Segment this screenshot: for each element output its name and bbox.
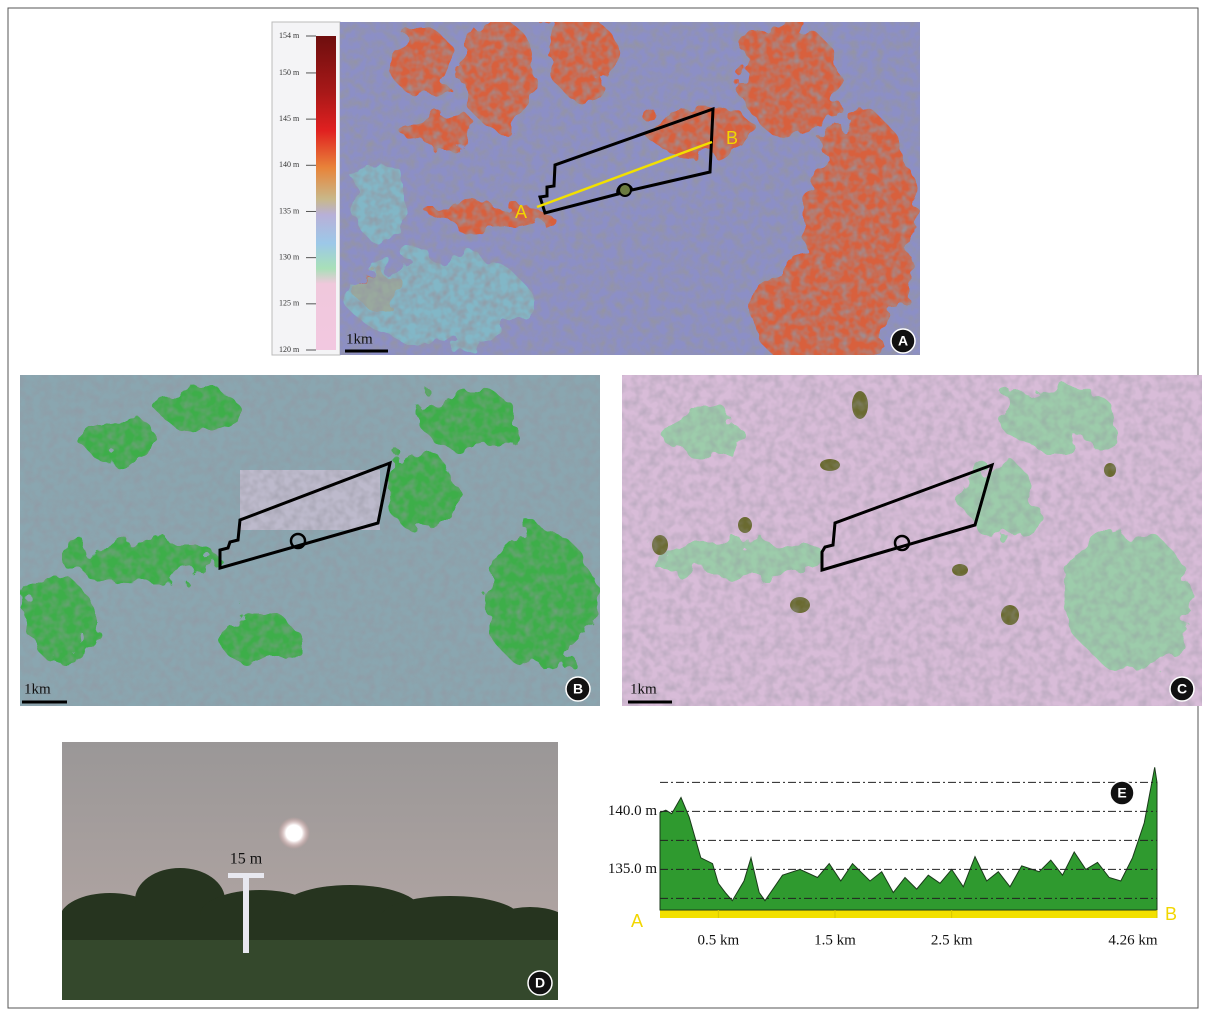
profile-start: A [631,911,643,931]
colorbar-label: 140 m [279,160,300,169]
badge-label: E [1117,785,1126,801]
badge-label: A [898,333,908,349]
elevation-profile [660,767,1157,910]
colorbar-label: 120 m [279,345,300,354]
y-tick-label: 135.0 m [608,861,658,877]
y-tick-label: 140.0 m [608,803,658,819]
figure: A B 1km A 154 m 150 m 145 m 140 m 135 m 130 m… [0,0,1206,1010]
badge-label: C [1177,681,1187,697]
colorbar-label: 145 m [279,114,300,123]
colorbar-label: 154 m [279,31,300,40]
colorbar-label: 130 m [279,252,300,261]
scale-label: 1km [24,681,51,697]
panel-d: 15 m D [60,742,570,1000]
x-tick-label: 4.26 km [1108,932,1158,948]
badge-e: E [1110,781,1134,805]
height-bar [228,873,264,878]
badge-label: D [535,975,545,991]
scale-label: 1km [346,331,373,347]
profile-baseline [660,910,1157,918]
colorbar-label: 125 m [279,299,300,308]
site-marker [619,184,631,196]
colorbar [316,36,336,350]
height-label: 15 m [230,851,263,868]
profile-end: B [1165,904,1177,924]
panel-c: 1km C [622,375,1202,706]
map-texture [20,375,600,706]
scale-label: 1km [630,681,657,697]
map-texture [622,375,1202,706]
photo-sun [278,817,310,849]
panel-a: A B 1km A 154 m 150 m 145 m 140 m 135 m 130 m… [272,15,920,370]
height-post [243,877,249,953]
panel-b: 1km B [20,375,600,706]
colorbar-label: 135 m [279,206,300,215]
x-tick-label: 2.5 km [931,932,973,948]
colorbar-label: 150 m [279,68,300,77]
x-tick-label: 1.5 km [814,932,856,948]
profile-end: B [726,128,738,148]
panel-e: A B 135.0 m 140.0 m 0.5 km 1.5 km 2.5 km 4.26… [608,767,1177,948]
badge-label: B [573,681,583,697]
profile-start: A [515,202,527,222]
x-tick-label: 0.5 km [697,932,739,948]
photo-ground [62,940,558,1000]
